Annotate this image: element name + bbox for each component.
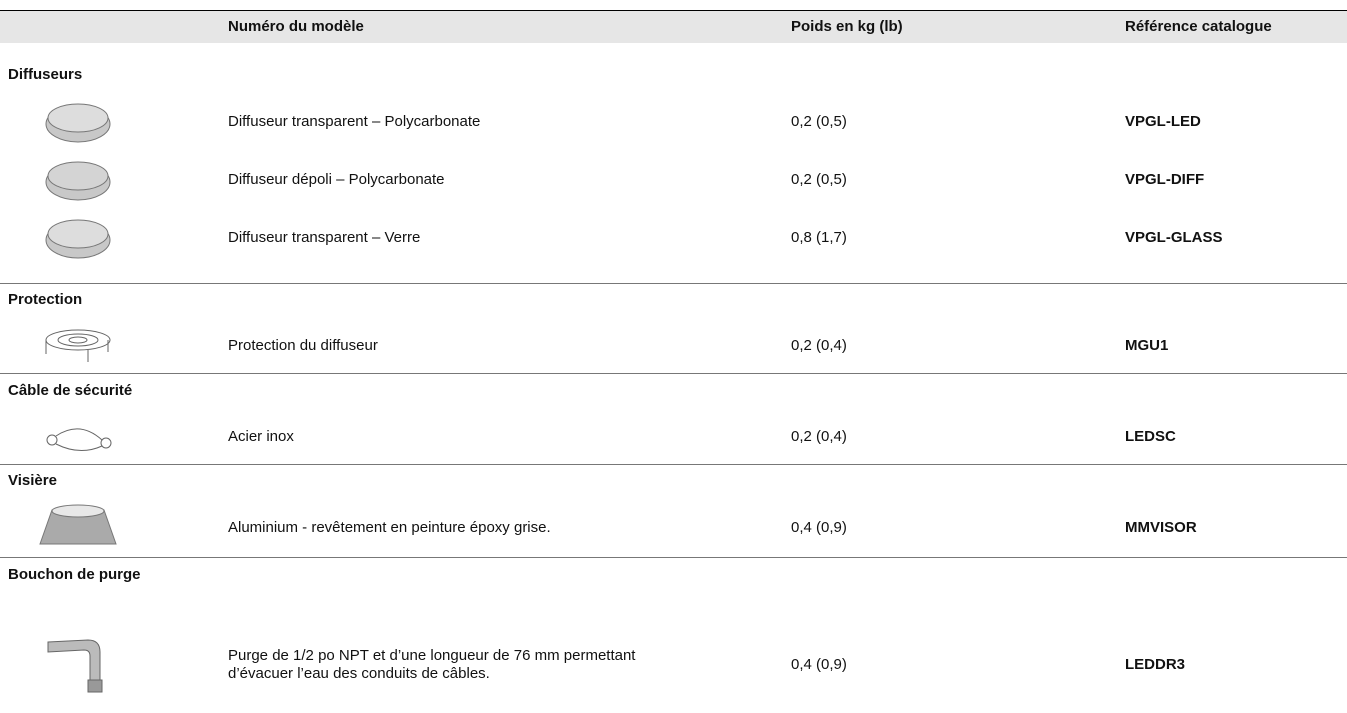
row-separator [0,283,1347,284]
catalogue: LEDSC [1125,428,1176,445]
model: Aluminium - revêtement en peinture époxy… [228,519,551,536]
model: Purge de 1/2 po NPT et d’une longueur de… [228,647,636,682]
section-title: Visière [8,472,57,489]
model: Protection du diffuseur [228,337,378,354]
column-header: Référence catalogue [1125,18,1272,35]
section-title: Câble de sécurité [8,382,133,399]
cable-icon [46,428,112,451]
row-separator [0,373,1347,374]
column-header: Poids en kg (lb) [791,18,903,35]
weight: 0,4 (0,9) [791,519,847,536]
section-title: Protection [8,291,83,308]
catalogue: LEDDR3 [1125,656,1186,673]
weight: 0,8 (1,7) [791,229,847,246]
catalogue: VPGL-LED [1125,113,1201,130]
weight: 0,2 (0,5) [791,171,847,188]
model: Acier inox [228,428,294,445]
model: Diffuseur transparent – Verre [228,229,421,246]
catalogue: VPGL-DIFF [1125,171,1205,188]
visor-icon [39,504,117,545]
model: Diffuseur dépoli – Polycarbonate [228,171,445,188]
catalogue: MMVISOR [1125,519,1197,536]
drain-icon [47,639,103,693]
catalogue: MGU1 [1125,337,1169,354]
section-title: Diffuseurs [8,66,83,83]
row-separator [0,464,1347,465]
weight: 0,2 (0,4) [791,428,847,445]
column-header: Numéro du modèle [228,18,364,35]
guard-icon [45,329,111,362]
row-separator [0,557,1347,558]
table-header [0,10,1347,43]
model: Diffuseur transparent – Polycarbonate [228,113,481,130]
catalogue: VPGL-GLASS [1125,229,1223,246]
diffuser-icon [45,103,111,259]
weight: 0,2 (0,4) [791,337,847,354]
weight: 0,4 (0,9) [791,656,847,673]
weight: 0,2 (0,5) [791,113,847,130]
section-title: Bouchon de purge [8,566,141,583]
icons [39,103,117,693]
